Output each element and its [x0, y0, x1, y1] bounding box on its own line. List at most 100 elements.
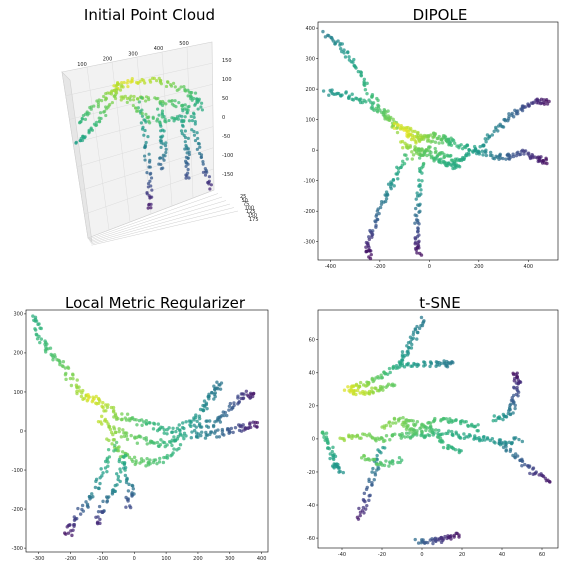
scatter-point — [512, 386, 516, 390]
scatter-point — [420, 179, 424, 183]
scatter-point — [491, 156, 495, 160]
scatter-point — [187, 104, 191, 109]
scatter-point — [164, 84, 169, 89]
scatter-point — [415, 135, 420, 140]
scatter-point — [103, 98, 108, 102]
scatter-point — [354, 383, 359, 388]
scatter-point — [494, 418, 498, 423]
scatter-point — [187, 119, 192, 123]
scatter-point — [457, 165, 462, 169]
scatter-point — [118, 467, 122, 471]
scatter-point — [459, 449, 463, 453]
scatter-point — [442, 155, 446, 160]
scatter-point — [413, 327, 418, 332]
scatter-point — [426, 540, 430, 545]
scatter-point — [419, 323, 423, 328]
scatter-point — [201, 170, 206, 174]
scatter-point — [357, 506, 361, 511]
x-tick-label: 300 — [128, 51, 138, 57]
scatter-point — [206, 180, 211, 184]
scatter-point — [125, 412, 130, 416]
scatter-point — [516, 390, 521, 394]
scatter-point — [381, 113, 386, 117]
scatter-point — [424, 425, 428, 429]
scatter-point — [127, 455, 132, 460]
scatter-point — [96, 520, 100, 524]
scatter-point — [387, 118, 391, 122]
scatter-point — [183, 89, 187, 93]
scatter-point — [77, 121, 82, 125]
scatter-point — [211, 424, 216, 429]
scatter-point — [220, 429, 225, 434]
scatter-point — [481, 435, 486, 439]
scatter-point — [159, 129, 163, 133]
scatter-point — [518, 152, 523, 157]
scatter-point — [144, 112, 148, 116]
scatter-point — [389, 115, 393, 120]
scatter-point — [451, 138, 456, 143]
scatter-point — [336, 39, 340, 43]
scatter-point — [437, 538, 441, 542]
scatter-point — [125, 100, 129, 104]
scatter-point — [155, 79, 159, 83]
scatter-point — [148, 121, 152, 125]
scatter-point — [116, 448, 121, 453]
scatter-point — [362, 98, 366, 103]
panel-title-local-metric-regularizer: Local Metric Regularizer — [64, 294, 245, 312]
scatter-point — [178, 432, 183, 436]
scatter-point — [147, 165, 151, 169]
scatter-point — [39, 326, 43, 331]
scatter-point — [203, 173, 208, 177]
scatter-point — [441, 445, 446, 450]
scatter-point — [169, 453, 173, 458]
scatter-point — [147, 160, 152, 164]
scatter-point — [363, 457, 367, 462]
scatter-point — [516, 378, 520, 382]
scatter-point — [122, 466, 126, 470]
scatter-point — [430, 139, 435, 143]
scatter-point — [391, 365, 395, 369]
scatter-point — [170, 99, 174, 103]
scatter-point — [194, 431, 199, 435]
scatter-point — [65, 525, 69, 529]
scatter-point — [337, 470, 341, 474]
scatter-point — [61, 360, 66, 364]
scatter-point — [537, 473, 541, 477]
scatter-point — [450, 420, 454, 424]
scatter-point — [367, 477, 371, 482]
scatter-point — [435, 435, 440, 439]
scatter-point — [445, 446, 450, 450]
scatter-point — [199, 153, 204, 157]
scatter-point — [415, 245, 420, 250]
scatter-point — [422, 360, 426, 364]
scatter-point — [454, 431, 459, 436]
scatter-point — [446, 443, 450, 448]
scatter-point — [70, 533, 74, 538]
scatter-point — [140, 111, 144, 116]
scatter-point — [135, 441, 140, 445]
scatter-point — [351, 392, 356, 396]
scatter-point — [199, 433, 203, 438]
scatter-point — [506, 117, 511, 121]
scatter-point — [444, 431, 448, 436]
scatter-point — [76, 506, 80, 511]
scatter-point — [430, 154, 434, 158]
y-tick-label: 200 — [305, 87, 315, 93]
scatter-point — [378, 205, 383, 210]
scatter-point — [159, 162, 163, 167]
scatter-point — [496, 416, 500, 420]
scatter-point — [473, 148, 477, 153]
scatter-point — [189, 114, 193, 119]
y-tick-label: 200 — [13, 351, 23, 357]
scatter-point — [55, 357, 59, 362]
scatter-point — [418, 150, 422, 154]
scatter-point — [439, 361, 444, 366]
scatter-point — [410, 150, 414, 154]
scatter-point — [407, 133, 411, 138]
scatter-point — [179, 85, 183, 89]
scatter-point — [366, 382, 371, 386]
scatter-point — [481, 143, 486, 147]
scatter-point — [38, 340, 42, 345]
scatter-point — [192, 112, 196, 116]
